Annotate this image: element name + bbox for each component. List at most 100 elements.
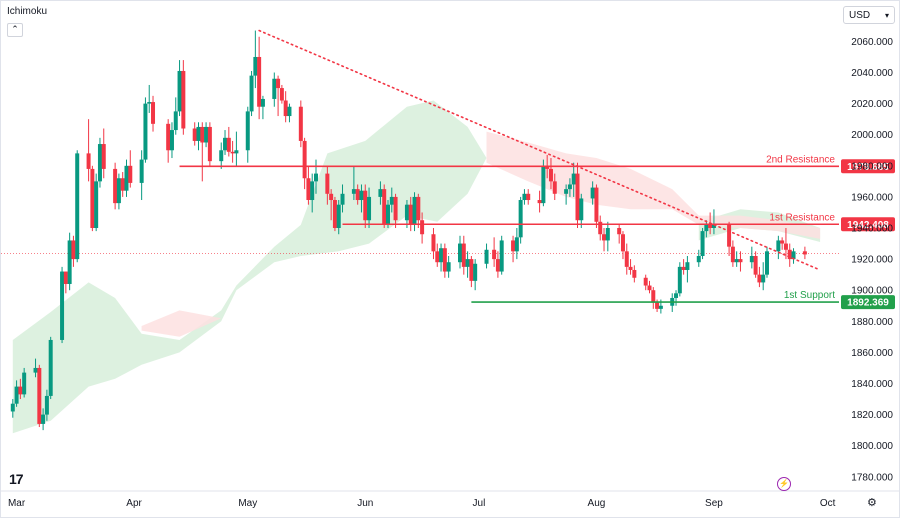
candle-body: [564, 189, 569, 194]
candle: [44, 389, 49, 421]
candle: [166, 119, 171, 163]
candle-body: [310, 181, 315, 201]
candle-body: [780, 240, 785, 244]
candle-body: [753, 255, 758, 275]
candle-body: [279, 88, 284, 101]
candle: [783, 228, 788, 260]
candle: [628, 259, 633, 275]
gear-icon[interactable]: ⚙: [867, 497, 877, 509]
candle-body: [260, 98, 265, 107]
candle: [336, 200, 341, 235]
candle-body: [204, 126, 209, 143]
level-price-tag: [841, 159, 895, 174]
level-name: 1st Resistance: [769, 212, 835, 223]
candle-body: [738, 259, 743, 263]
candle: [575, 162, 580, 229]
candle: [753, 251, 758, 278]
candle-body: [522, 193, 527, 201]
candle: [86, 119, 91, 182]
y-tick-label: 1920.000: [851, 255, 893, 266]
indicator-label[interactable]: Ichimoku: [7, 6, 48, 17]
ichimoku-cloud: [12, 100, 821, 434]
candle: [192, 122, 197, 146]
candle: [511, 235, 516, 263]
candle: [412, 192, 417, 232]
candle-body: [196, 126, 201, 141]
candle-body: [548, 168, 553, 182]
candle: [571, 162, 576, 197]
candle: [169, 122, 174, 159]
candle-body: [151, 102, 156, 124]
price-levels: 2nd Resistance 1979.685 1st Resistance 1942…: [179, 154, 895, 310]
candle: [378, 181, 383, 205]
candle-body: [791, 251, 796, 260]
candle: [518, 196, 523, 244]
candle-body: [526, 193, 531, 201]
candle-body: [287, 106, 292, 117]
x-tick-label: May: [238, 498, 257, 509]
candle-body: [276, 78, 281, 89]
candle-body: [166, 123, 171, 151]
currency-selector[interactable]: USD ▾: [843, 6, 895, 24]
candle: [298, 100, 303, 148]
candle-body: [571, 173, 576, 185]
candle-body: [128, 165, 133, 183]
candle-body: [442, 248, 447, 272]
candle-body: [14, 386, 19, 404]
candle-body: [181, 70, 186, 129]
candle-body: [90, 168, 95, 229]
candle-body: [63, 271, 68, 284]
candle-body: [545, 165, 550, 169]
candle-body: [86, 153, 91, 169]
candle: [272, 72, 277, 107]
x-tick-label: Aug: [588, 498, 606, 509]
candle: [526, 189, 531, 205]
candle: [548, 158, 553, 190]
chevron-up-icon[interactable]: ⌃: [7, 23, 23, 37]
lightning-icon[interactable]: ⚡: [777, 477, 791, 491]
candle: [48, 336, 53, 400]
y-tick-label: 1840.000: [851, 379, 893, 390]
candle-body: [420, 220, 425, 235]
candle: [204, 122, 209, 148]
candle-body: [363, 190, 368, 221]
candle: [276, 75, 281, 117]
candle-body: [404, 204, 409, 221]
candle: [200, 122, 205, 182]
candle-body: [647, 285, 652, 291]
candle: [355, 184, 360, 205]
chevron-down-icon: ▾: [884, 11, 889, 20]
candle-body: [332, 200, 337, 229]
candle-body: [412, 196, 417, 225]
candle: [385, 200, 390, 229]
candle-body: [48, 339, 53, 396]
candle-body: [97, 144, 102, 182]
candle-body: [439, 248, 444, 263]
candle-body: [458, 243, 463, 263]
candle-body: [313, 173, 318, 182]
candle: [617, 224, 622, 244]
x-tick-label: Oct: [820, 498, 836, 509]
candle-body: [33, 367, 38, 373]
y-tick-label: 1980.000: [851, 161, 893, 172]
candle: [389, 187, 394, 213]
candle-body: [230, 151, 235, 154]
candle: [594, 184, 599, 229]
candle-body: [223, 137, 228, 151]
y-tick-label: 1780.000: [851, 472, 893, 483]
candle: [495, 251, 500, 278]
candle: [749, 246, 754, 269]
candle: [340, 184, 345, 213]
candle: [363, 184, 368, 229]
candle: [700, 228, 705, 260]
candle-body: [113, 168, 118, 204]
candle: [113, 162, 118, 210]
candle-body: [632, 269, 637, 278]
tradingview-logo-icon[interactable]: 17: [9, 471, 24, 487]
candle: [727, 221, 732, 256]
candle: [552, 173, 557, 201]
currency-label: USD: [849, 10, 871, 21]
candle: [41, 408, 46, 431]
candle-body: [598, 221, 603, 235]
